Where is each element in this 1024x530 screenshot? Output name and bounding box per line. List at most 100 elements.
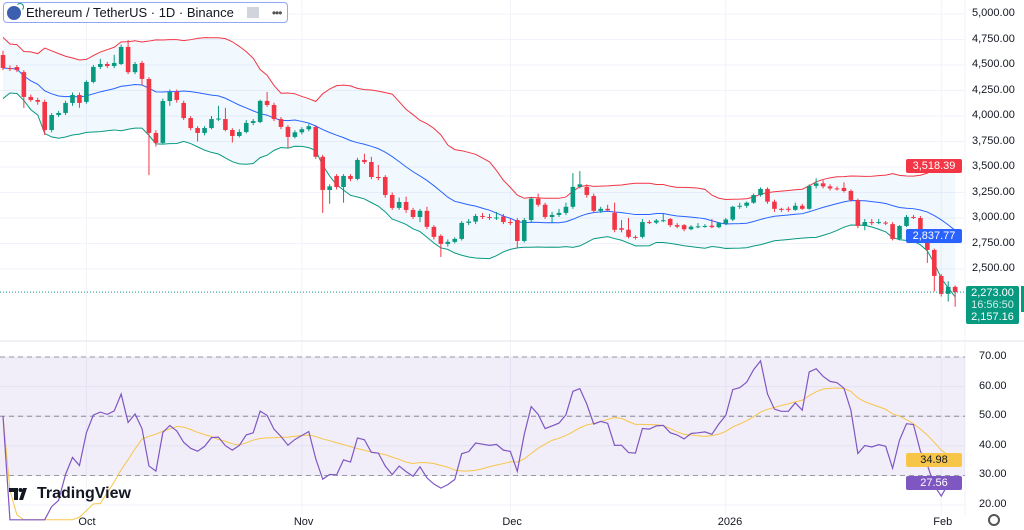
candle: [7, 65, 13, 72]
candle: [786, 206, 791, 212]
candle-body: [389, 194, 395, 208]
candle: [35, 97, 41, 105]
candle: [487, 213, 492, 221]
candle: [779, 207, 784, 212]
candle: [869, 219, 875, 226]
candle: [104, 61, 110, 69]
candle-body: [473, 215, 478, 222]
candle-body: [376, 176, 381, 179]
candle: [459, 221, 464, 241]
candle-body: [758, 188, 763, 196]
candle: [167, 89, 173, 106]
price-axis-tick: 4,250.00: [972, 83, 1015, 96]
candle-body: [633, 236, 638, 238]
candle: [403, 196, 409, 213]
candle-body: [91, 66, 96, 82]
candle-body: [424, 210, 430, 227]
symbol-legend[interactable]: Ethereum / TetherUS · 1D · Binance •••: [3, 2, 289, 23]
time-axis-tick: 2026: [717, 516, 743, 528]
candle-body: [945, 286, 951, 294]
candle: [334, 174, 339, 190]
candle-body: [765, 188, 770, 202]
more-icon[interactable]: •••: [271, 5, 283, 20]
candle-body: [730, 206, 736, 220]
candle: [431, 225, 437, 240]
settings-gear-icon[interactable]: [988, 514, 1000, 526]
candle-body: [723, 219, 729, 224]
candle: [744, 201, 749, 208]
candle: [153, 130, 159, 147]
candle: [542, 202, 548, 220]
symbol-title[interactable]: Ethereum / TetherUS · 1D · Binance: [26, 5, 234, 20]
candle-body: [702, 225, 708, 227]
candle: [876, 219, 881, 225]
candle: [160, 98, 166, 145]
candle-body: [890, 224, 895, 239]
candle-body: [174, 91, 180, 100]
candle-body: [313, 126, 319, 157]
candle-body: [904, 216, 909, 226]
candle: [549, 211, 555, 224]
candle-body: [292, 132, 298, 137]
candle-body: [487, 216, 492, 218]
rsi-ma-line: [2, 387, 956, 521]
candle-body: [806, 185, 812, 209]
candle: [827, 184, 833, 191]
candle: [257, 99, 263, 124]
flag-icon[interactable]: [246, 7, 259, 18]
price-axis-tick: 3,250.00: [972, 185, 1015, 198]
candle-body: [42, 101, 47, 130]
candle-body: [619, 228, 624, 230]
candle: [438, 234, 444, 257]
candle-body: [49, 114, 54, 130]
candle-body: [14, 67, 20, 71]
candle: [278, 117, 284, 130]
candle-body: [431, 226, 437, 237]
candle-body: [320, 156, 325, 190]
candle-body: [438, 235, 444, 244]
last-price: 2,273.00: [971, 287, 1014, 299]
candle: [376, 164, 381, 181]
candle: [250, 119, 256, 126]
tradingview-logo[interactable]: TradingView: [9, 485, 131, 503]
candle: [223, 107, 228, 132]
bb-lower-line: [2, 92, 956, 298]
time-axis-tick: Oct: [78, 516, 96, 528]
candle-body: [925, 237, 930, 250]
candle-body: [153, 132, 159, 143]
candle-body: [348, 175, 353, 179]
candle-body: [591, 195, 597, 211]
candle: [501, 213, 506, 225]
candle-body: [257, 100, 263, 123]
candle: [313, 125, 319, 159]
candle-body: [77, 94, 82, 103]
candle-body: [827, 186, 833, 189]
candle-body: [480, 215, 485, 217]
candle-body: [459, 222, 464, 239]
candle: [751, 193, 756, 204]
candle: [758, 187, 763, 197]
candle-body: [674, 225, 680, 227]
candle-body: [243, 122, 249, 133]
candle: [0, 50, 6, 71]
time-axis-tick: Feb: [933, 516, 953, 528]
rsi-axis-tick: 30.00: [979, 468, 1007, 481]
candle: [674, 223, 680, 229]
candle: [619, 220, 624, 233]
candle: [702, 224, 708, 228]
candle-body: [952, 286, 958, 293]
candle-body: [355, 159, 360, 179]
tradingview-logo-icon: [9, 488, 27, 500]
candle: [327, 184, 332, 204]
candle: [626, 218, 631, 239]
candle: [188, 116, 193, 131]
candle-body: [181, 102, 186, 119]
candle: [841, 182, 847, 193]
candle: [237, 129, 242, 138]
candle: [563, 202, 569, 215]
candle: [633, 235, 638, 240]
candle-body: [125, 46, 131, 73]
candle-body: [63, 102, 68, 113]
candle: [654, 219, 659, 225]
